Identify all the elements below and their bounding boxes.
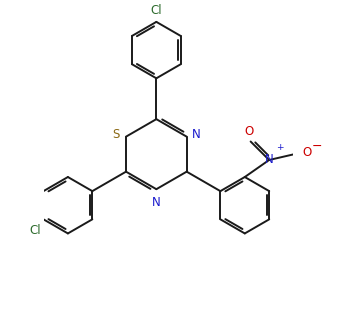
Text: −: − <box>311 140 322 153</box>
Text: Cl: Cl <box>151 4 162 17</box>
Text: N: N <box>265 153 274 167</box>
Text: O: O <box>244 125 253 138</box>
Text: N: N <box>152 196 161 209</box>
Text: Cl: Cl <box>29 224 41 237</box>
Text: S: S <box>112 128 120 141</box>
Text: +: + <box>276 143 283 152</box>
Text: N: N <box>191 128 200 141</box>
Text: O: O <box>302 146 311 159</box>
